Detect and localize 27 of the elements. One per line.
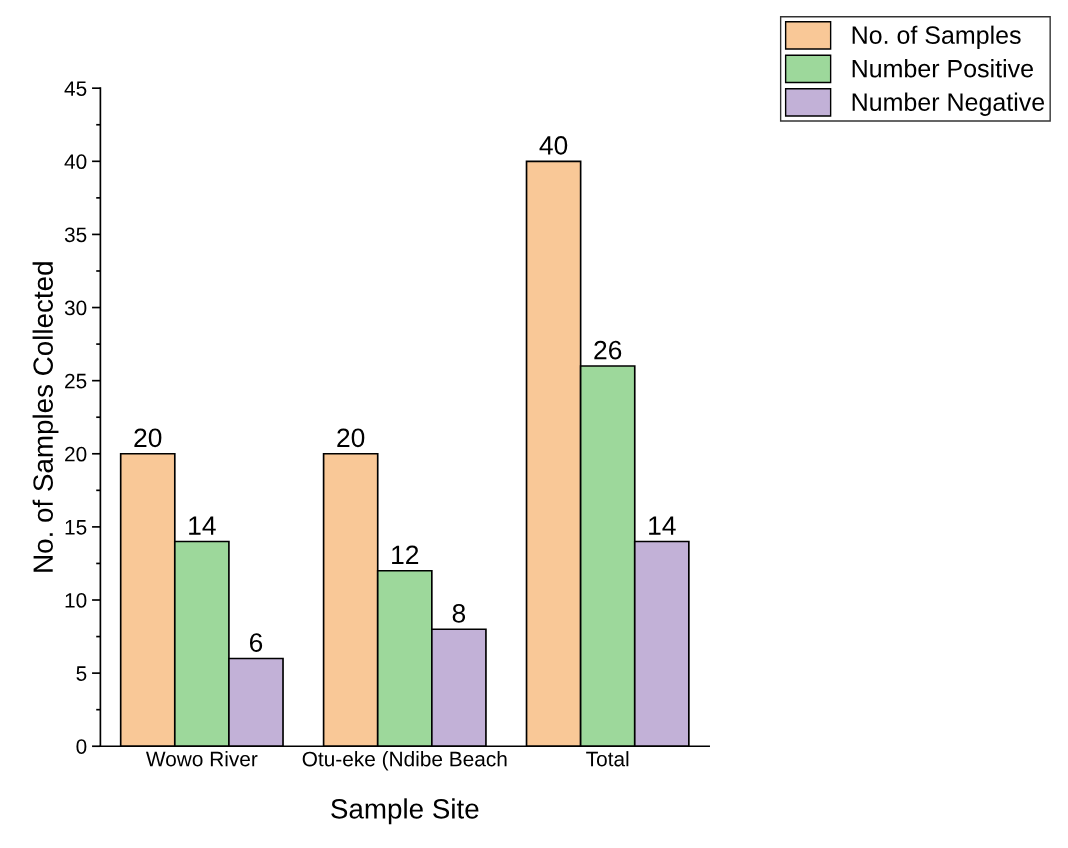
x-tick-label: Wowo River — [145, 751, 258, 767]
data-label: 6 — [249, 633, 263, 652]
data-label: 40 — [539, 136, 568, 155]
x-axis-title: Sample Site — [331, 798, 479, 825]
data-label: 26 — [594, 340, 622, 360]
y-axis-title: No. of Samples Collected — [32, 262, 59, 572]
y-tick-label: 30 — [64, 300, 87, 316]
y-tick-label: 0 — [76, 739, 87, 754]
y-tick-label: 20 — [65, 446, 87, 462]
legend-label: Number Positive — [852, 59, 1033, 78]
y-tick-label: 10 — [65, 593, 87, 608]
data-label: 20 — [337, 428, 365, 448]
data-label: 12 — [392, 545, 419, 564]
data-label: 14 — [649, 516, 676, 535]
data-label: 8 — [452, 603, 466, 623]
y-tick-label: 35 — [64, 227, 87, 243]
y-tick-label: 15 — [65, 520, 87, 535]
x-tick-label: Otu-eke (Ndibe Beach — [302, 751, 507, 771]
y-tick-label: 45 — [64, 81, 87, 96]
data-label: 20 — [134, 428, 162, 448]
y-tick-label: 5 — [76, 666, 87, 681]
legend-label: No. of Samples — [852, 25, 1021, 49]
data-label: 14 — [189, 516, 216, 535]
x-tick-label: Total — [586, 751, 629, 767]
y-tick-label: 25 — [65, 373, 87, 389]
legend-label: Number Negative — [852, 92, 1045, 116]
y-tick-label: 40 — [64, 154, 87, 170]
